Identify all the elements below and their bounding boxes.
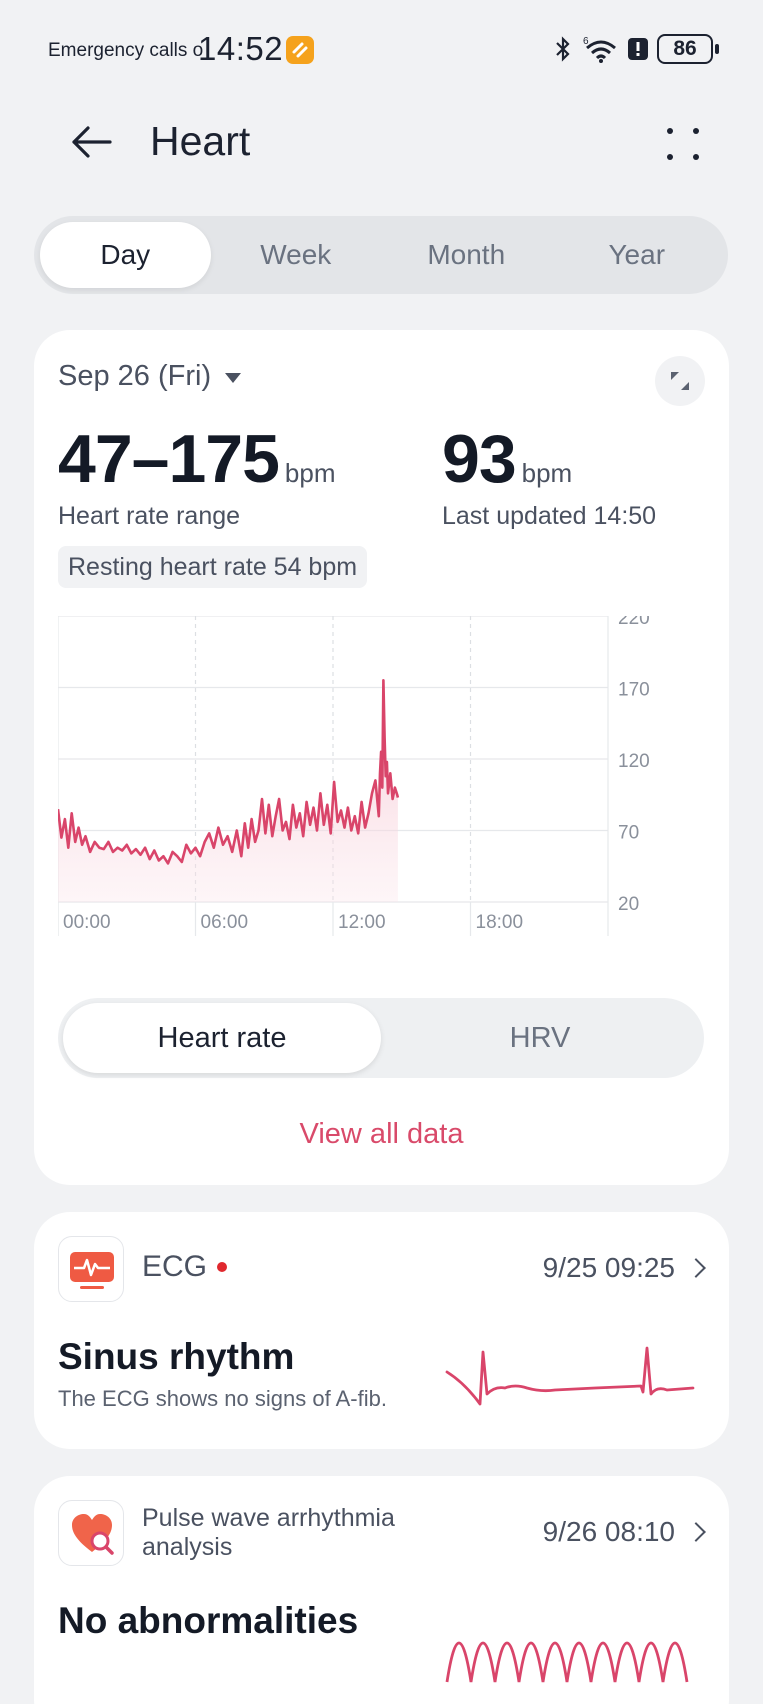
chevron-right-icon <box>686 1522 706 1542</box>
svg-text:6: 6 <box>583 36 589 47</box>
pulse-date-text: 9/26 08:10 <box>542 1516 675 1547</box>
heart-rate-line <box>58 679 400 865</box>
ecg-date: 9/25 09:25 <box>542 1252 706 1284</box>
alert-icon <box>628 38 648 60</box>
app-notification-icon <box>286 36 314 64</box>
battery-indicator: 86 <box>657 34 719 64</box>
pulse-date: 9/26 08:10 <box>542 1516 706 1548</box>
caret-down-icon <box>225 372 242 383</box>
app-header: Heart <box>0 112 763 172</box>
carrier-text: Emergency calls o <box>48 40 204 61</box>
date-label: Sep 26 (Fri) <box>58 360 212 392</box>
date-selector[interactable]: Sep 26 (Fri) <box>58 360 242 393</box>
chevron-right-icon <box>686 1258 706 1278</box>
bluetooth-icon <box>556 36 570 62</box>
heart-rate-area <box>58 680 398 902</box>
view-all-data-link[interactable]: View all data <box>299 1118 464 1150</box>
back-button[interactable] <box>68 120 116 164</box>
pulse-result: No abnormalities <box>58 1600 359 1641</box>
heart-rate-card: Sep 26 (Fri) 47–175 bpm Heart rate range … <box>34 330 729 1185</box>
status-bar: Emergency calls o 14:52 6 86 <box>0 28 763 72</box>
pulse-title: Pulse wave arrhythmia analysis <box>142 1504 395 1561</box>
wifi-icon: 6 <box>583 36 616 63</box>
heart-rate-range: 47–175 bpm Heart rate range <box>58 420 336 531</box>
ecg-card[interactable]: ECG 9/25 09:25 Sinus rhythm The ECG show… <box>34 1212 729 1449</box>
expand-icon <box>671 372 689 390</box>
y-tick-label: 120 <box>618 751 650 772</box>
pulse-app-icon <box>58 1500 124 1566</box>
ecg-date-text: 9/25 09:25 <box>542 1252 675 1283</box>
range-value: 47–175 <box>58 421 280 497</box>
ecg-title-text: ECG <box>142 1250 208 1283</box>
current-value: 93 <box>442 421 517 497</box>
y-tick-label: 220 <box>618 616 650 629</box>
unread-dot <box>217 1262 228 1272</box>
expand-button[interactable] <box>655 356 705 406</box>
ecg-title: ECG <box>142 1250 228 1284</box>
tab-month[interactable]: Month <box>427 239 506 270</box>
x-tick-label: 06:00 <box>201 912 249 933</box>
y-tick-label: 170 <box>618 680 650 701</box>
current-unit: bpm <box>521 458 573 488</box>
range-unit: bpm <box>284 458 336 488</box>
y-tick-label: 70 <box>618 823 639 844</box>
period-tabs: Day Week Month Year <box>34 216 728 294</box>
page-title: Heart <box>150 118 251 164</box>
ecg-result: Sinus rhythm <box>58 1336 295 1377</box>
clock: 14:52 <box>198 30 284 67</box>
resting-heart-rate-badge: Resting heart rate 54 bpm <box>58 546 368 588</box>
range-label: Heart rate range <box>58 502 241 530</box>
heart-rate-chart[interactable]: 220 170 120 70 20 00:00 06:00 12:00 18:00 <box>58 616 698 956</box>
current-heart-rate: 93 bpm Last updated 14:50 <box>442 420 656 531</box>
more-options-button[interactable] <box>663 124 703 164</box>
ecg-icon <box>70 1252 114 1289</box>
x-tick-label: 18:00 <box>476 912 524 933</box>
back-arrow-icon <box>72 126 112 158</box>
status-icons: 6 86 <box>553 34 719 64</box>
tab-day[interactable]: Day <box>40 222 211 288</box>
tab-week[interactable]: Week <box>260 239 332 270</box>
y-tick-label: 20 <box>618 894 639 915</box>
x-tick-label: 00:00 <box>63 912 111 933</box>
pulse-waveform <box>445 1641 689 1683</box>
last-updated-label: Last updated 14:50 <box>442 502 657 530</box>
metric-toggle: Heart rate HRV <box>58 998 704 1078</box>
ecg-app-icon <box>58 1236 124 1302</box>
pulse-wave-card[interactable]: Pulse wave arrhythmia analysis 9/26 08:1… <box>34 1476 729 1704</box>
ecg-result-description: The ECG shows no signs of A-fib. <box>58 1386 387 1411</box>
tab-year[interactable]: Year <box>608 239 666 270</box>
ecg-waveform <box>445 1346 695 1406</box>
x-tick-label: 12:00 <box>338 912 386 933</box>
toggle-heart-rate[interactable]: Heart rate <box>63 1003 381 1073</box>
heart-search-icon <box>72 1514 114 1555</box>
toggle-hrv[interactable]: HRV <box>509 1021 571 1054</box>
